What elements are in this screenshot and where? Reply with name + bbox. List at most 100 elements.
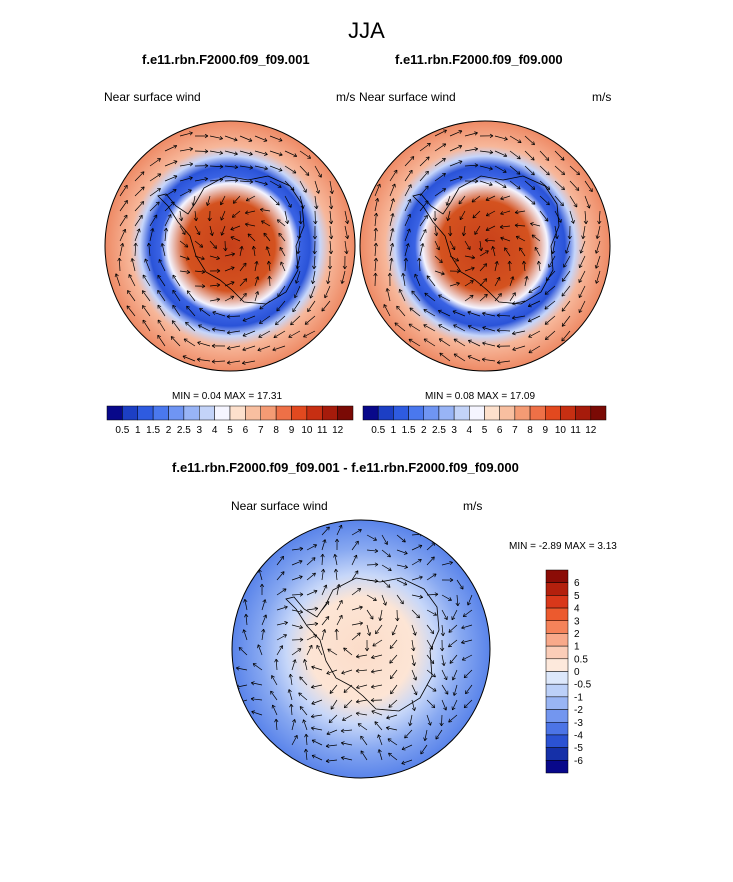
wind-vector — [209, 178, 223, 182]
wind-vector — [396, 534, 406, 543]
wind-vector-head — [233, 137, 238, 142]
colorbar-box — [545, 633, 569, 647]
wind-vector — [438, 324, 451, 332]
wind-vector — [254, 261, 258, 272]
wind-vector-head — [257, 347, 262, 352]
panel1-units: m/s — [336, 90, 356, 104]
wind-vector-head — [482, 341, 486, 346]
wind-vector-head — [265, 246, 270, 251]
wind-vector-head — [283, 605, 288, 610]
wind-vector — [326, 744, 338, 747]
wind-vector-head — [294, 279, 299, 284]
wind-vector — [426, 573, 437, 581]
wind-vector-head — [396, 305, 401, 310]
wind-vector — [299, 150, 311, 159]
wind-vector-head — [185, 256, 190, 261]
wind-vector-head — [375, 630, 379, 635]
wind-vector — [554, 150, 565, 161]
wind-vector-head — [467, 310, 472, 315]
wind-vector-head — [438, 259, 443, 264]
wind-vector-head — [594, 249, 599, 254]
wind-vector — [172, 305, 181, 317]
wind-vector — [464, 164, 478, 167]
colorbar-tick-label: -3 — [574, 718, 583, 729]
wind-vector-head — [299, 637, 304, 642]
wind-vector-head — [344, 250, 349, 255]
wind-vector-head — [123, 184, 128, 189]
wind-vector-head — [189, 176, 193, 181]
wind-vector-head — [451, 616, 456, 621]
wind-vector — [239, 150, 253, 155]
wind-vector-head — [519, 247, 523, 252]
wind-vector — [269, 150, 283, 156]
wind-vector — [209, 298, 220, 302]
wind-vector — [330, 699, 338, 710]
wind-vector — [356, 712, 368, 716]
wind-vector-head — [516, 185, 521, 190]
wind-vector-head — [157, 188, 161, 192]
wind-vector-head — [586, 204, 591, 209]
wind-vector — [419, 142, 431, 152]
wind-vector — [134, 243, 137, 257]
season-title: JJA — [348, 18, 385, 43]
wind-vector-head — [528, 289, 533, 294]
wind-vector-head — [522, 260, 527, 265]
colorbar-tick-label: 5 — [227, 425, 233, 436]
wind-vector-head — [242, 317, 247, 322]
wind-vector — [142, 290, 151, 302]
wind-vector — [357, 723, 368, 731]
wind-vector-head — [311, 754, 316, 759]
wind-vector — [142, 305, 151, 317]
wind-vector-head — [517, 139, 522, 144]
wind-vector-head — [418, 544, 423, 549]
wind-vector-head — [452, 310, 457, 315]
wind-vector — [221, 225, 226, 236]
wind-vector — [390, 684, 398, 695]
wind-vector — [312, 270, 316, 284]
wind-vector-head — [472, 214, 477, 219]
wind-vector — [314, 180, 320, 194]
wind-vector — [263, 232, 271, 242]
wind-vector — [194, 270, 205, 273]
colorbar-tick-label: 4 — [467, 425, 473, 436]
wind-vector — [467, 311, 481, 317]
wind-vector — [411, 290, 421, 302]
wind-vector-head — [534, 246, 539, 251]
wind-vector-head — [466, 246, 471, 250]
wind-vector-head — [263, 232, 268, 237]
wind-vector — [434, 225, 437, 236]
wind-vector — [426, 699, 436, 709]
wind-vector-head — [432, 573, 437, 578]
wind-vector — [463, 225, 466, 236]
wind-vector — [149, 214, 158, 227]
colorbar-box — [575, 405, 592, 421]
wind-vector — [420, 744, 428, 755]
wind-vector — [164, 175, 178, 182]
wind-vector — [464, 240, 471, 250]
wind-vector-head — [158, 259, 163, 263]
colorbar-box — [545, 671, 569, 685]
wind-vector-head — [157, 289, 161, 294]
colorbar-tick-label: 10 — [555, 425, 567, 436]
wind-vector-head — [462, 613, 467, 617]
wind-vector-head — [384, 541, 388, 545]
wind-vector — [441, 669, 448, 681]
wind-vector-head — [278, 232, 283, 237]
panel2-map — [359, 120, 611, 372]
wind-vector — [494, 150, 508, 157]
wind-vector-head — [274, 718, 279, 723]
wind-vector-head — [311, 700, 316, 705]
wind-vector-head — [390, 690, 394, 695]
wind-vector-head — [292, 719, 297, 723]
wind-vector — [224, 179, 239, 182]
wind-vector-head — [280, 555, 284, 560]
wind-vector — [326, 669, 338, 675]
wind-vector — [534, 247, 541, 257]
wind-vector — [389, 213, 394, 227]
wind-vector — [131, 258, 136, 272]
wind-vector — [344, 210, 349, 224]
wind-vector-head — [443, 676, 448, 681]
wind-vector-head — [373, 257, 379, 262]
wind-vector — [426, 609, 437, 616]
panel1-title: f.e11.rbn.F2000.f09_f09.001 — [142, 52, 310, 67]
